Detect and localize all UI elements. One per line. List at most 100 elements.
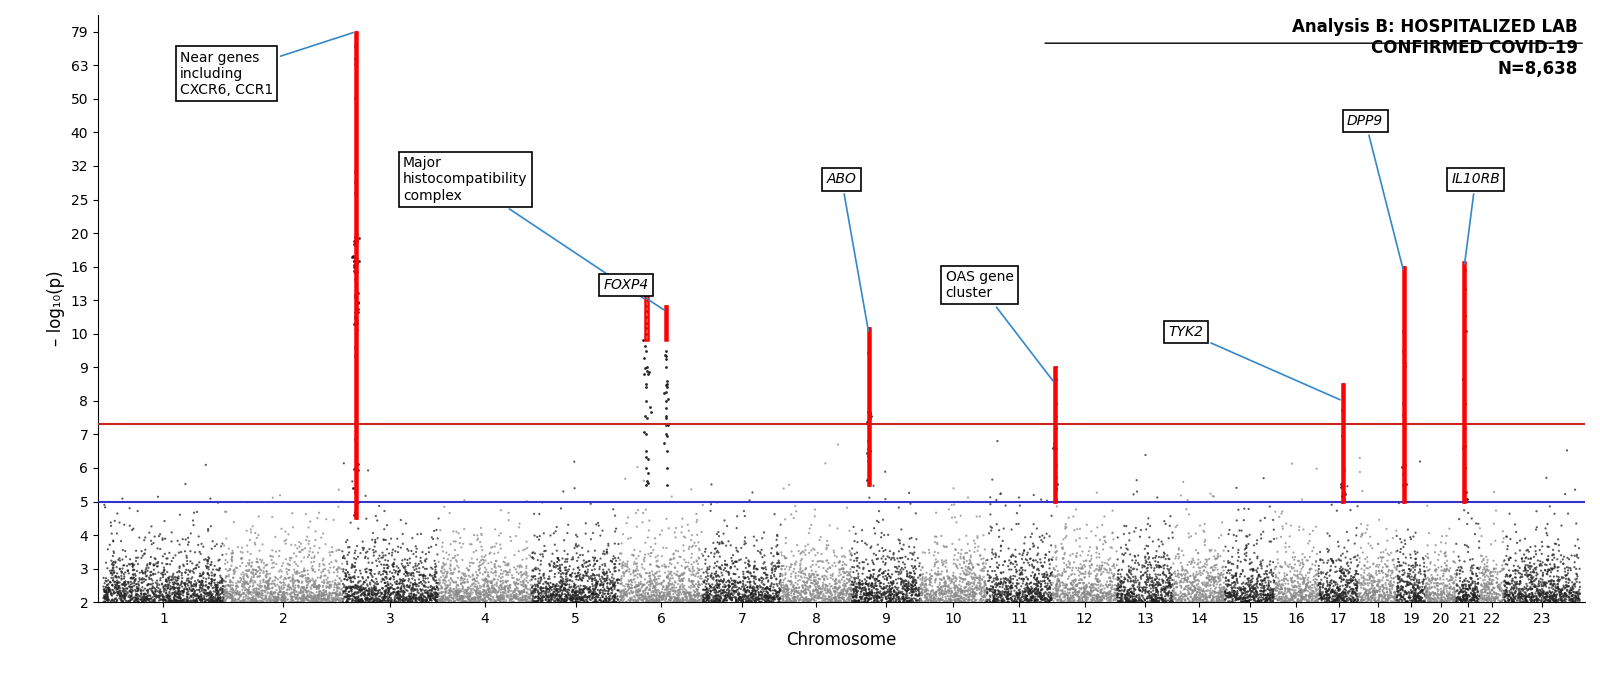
Point [245, 592, 270, 603]
Point [248, 554, 274, 565]
Point [926, 590, 952, 601]
Point [293, 585, 318, 596]
Point [112, 583, 138, 594]
Point [1061, 577, 1086, 588]
Point [821, 547, 846, 558]
Point [707, 595, 733, 606]
Point [581, 586, 606, 597]
Point [947, 559, 973, 570]
Point [1190, 596, 1216, 607]
Point [472, 576, 498, 586]
Point [1418, 589, 1443, 599]
Point [710, 565, 736, 576]
Point [112, 591, 138, 602]
Point [690, 589, 715, 600]
Point [1264, 578, 1290, 589]
Point [310, 594, 336, 605]
Point [869, 581, 894, 592]
Point [1472, 567, 1498, 578]
Point [1560, 591, 1586, 601]
Point [317, 582, 342, 593]
Point [354, 590, 379, 601]
Point [443, 586, 469, 597]
Point [1093, 591, 1118, 601]
Point [1002, 561, 1027, 572]
Point [1093, 580, 1118, 591]
Point [1226, 583, 1251, 594]
Point [755, 592, 781, 603]
Point [1261, 515, 1286, 525]
Point [98, 584, 123, 595]
Point [435, 575, 461, 586]
Point [816, 595, 842, 606]
Point [790, 582, 816, 593]
Point [506, 575, 531, 586]
Point [1285, 576, 1310, 587]
Point [1509, 584, 1534, 595]
Point [101, 575, 126, 586]
Point [122, 565, 147, 576]
Point [1083, 596, 1109, 607]
Point [270, 588, 296, 599]
Point [522, 571, 547, 582]
Point [246, 571, 272, 582]
Point [400, 596, 426, 607]
Point [312, 563, 338, 574]
Point [718, 589, 744, 599]
Point [126, 582, 152, 593]
Point [696, 596, 722, 607]
Point [398, 591, 424, 601]
Point [374, 572, 400, 582]
Point [1234, 578, 1259, 589]
Point [1126, 593, 1152, 603]
Point [832, 583, 858, 594]
Point [602, 584, 627, 595]
Point [291, 589, 317, 600]
Point [672, 583, 698, 594]
Point [1200, 574, 1226, 585]
Point [886, 561, 912, 572]
Point [102, 580, 128, 591]
Point [1344, 581, 1370, 592]
Point [163, 595, 189, 605]
Point [1142, 574, 1168, 585]
Point [1197, 544, 1222, 555]
Point [738, 590, 763, 601]
Point [1126, 559, 1152, 570]
Point [1077, 590, 1102, 601]
Point [390, 595, 416, 606]
Point [1454, 584, 1480, 595]
Point [880, 592, 906, 603]
Point [1395, 524, 1421, 535]
Point [1182, 591, 1208, 602]
Point [1328, 478, 1354, 489]
Point [450, 594, 475, 605]
Point [598, 597, 624, 607]
Point [235, 578, 261, 589]
Point [1138, 592, 1163, 603]
Point [272, 595, 298, 606]
Point [765, 580, 790, 591]
Point [955, 595, 981, 605]
Point [1421, 581, 1446, 592]
Point [686, 597, 712, 607]
Point [922, 593, 947, 603]
Point [411, 573, 437, 584]
Point [662, 587, 688, 598]
Point [942, 572, 968, 582]
Point [232, 578, 258, 589]
Point [758, 564, 784, 575]
Point [981, 573, 1006, 584]
Point [984, 589, 1010, 600]
Point [371, 559, 397, 570]
Point [1258, 565, 1283, 576]
Point [1341, 572, 1366, 583]
Point [411, 585, 437, 596]
Point [854, 436, 880, 447]
Point [1398, 592, 1424, 603]
Point [637, 581, 662, 592]
Point [1173, 573, 1198, 584]
Point [597, 579, 622, 590]
Point [208, 582, 234, 593]
Point [563, 593, 589, 603]
